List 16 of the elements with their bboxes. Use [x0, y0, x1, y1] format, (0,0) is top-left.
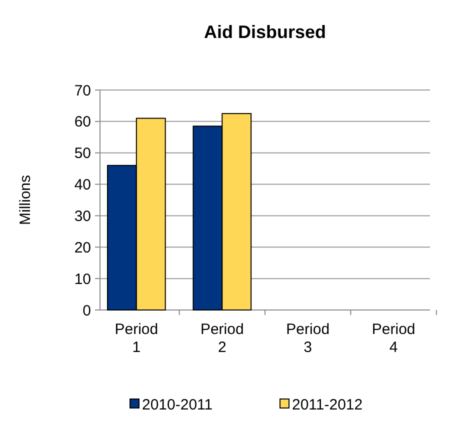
- legend-label: 2011-2012: [292, 396, 363, 414]
- y-tick-label: 0: [82, 302, 91, 320]
- x-tick-label: Period 4: [372, 321, 416, 356]
- y-tick-label: 20: [74, 239, 91, 256]
- y-tick-label: 50: [74, 145, 91, 162]
- y-tick-label: 10: [74, 270, 91, 288]
- x-tick-label: Period 2: [200, 321, 244, 356]
- y-tick-label: 30: [74, 208, 91, 225]
- legend-label: 2010-2011: [142, 396, 213, 414]
- x-tick-label: Period 3: [286, 321, 330, 356]
- y-tick-label: 60: [74, 114, 91, 131]
- x-tick-label: Period 1: [114, 321, 158, 356]
- y-tick-label: 70: [74, 82, 91, 100]
- y-axis-title: Millions: [17, 174, 34, 226]
- y-tick-label: 40: [74, 176, 91, 194]
- chart-title: Aid Disbursed: [204, 22, 326, 42]
